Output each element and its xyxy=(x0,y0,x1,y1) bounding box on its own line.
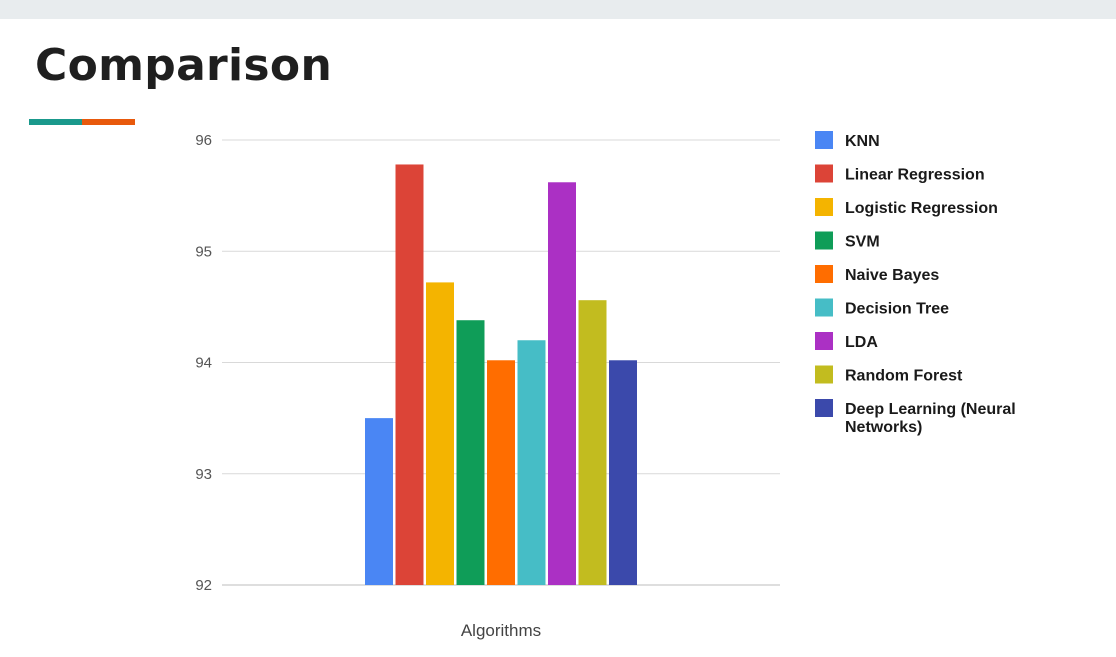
legend-label: Logistic Regression xyxy=(845,200,998,217)
title-accent-bar xyxy=(29,119,135,125)
legend-swatch xyxy=(815,231,833,250)
legend-label: KNN xyxy=(845,133,880,150)
bar-knn xyxy=(365,418,393,585)
y-tick-label: 94 xyxy=(195,355,212,372)
bar-decision-tree xyxy=(517,340,546,585)
accent-bar-orange xyxy=(82,119,135,125)
legend-swatch xyxy=(815,164,833,183)
top-strip xyxy=(0,0,1116,19)
bar-linear-regression xyxy=(395,164,424,585)
legend-swatch xyxy=(815,198,833,216)
legend-label: LDA xyxy=(845,334,878,351)
legend-label: Random Forest xyxy=(845,368,963,385)
legend-swatch xyxy=(815,265,833,283)
y-tick-label: 96 xyxy=(195,132,212,149)
legend-label: SVM xyxy=(845,234,880,251)
x-axis-title: Algorithms xyxy=(461,621,541,640)
legend: KNN Linear Regression Logistic Regression S… xyxy=(815,131,1016,436)
bars xyxy=(365,164,637,585)
bar-random-forest xyxy=(578,300,607,585)
legend-swatch xyxy=(815,399,833,417)
legend-label: Naive Bayes xyxy=(845,267,939,284)
legend-swatch xyxy=(815,332,833,350)
y-tick-label: 95 xyxy=(195,243,212,260)
bar-svm xyxy=(456,320,485,585)
legend-label: Decision Tree xyxy=(845,301,949,318)
legend-label: Deep Learning (Neural Networks) xyxy=(845,401,1016,436)
accent-bar-teal xyxy=(29,119,82,125)
legend-swatch xyxy=(815,131,833,149)
bar-naive-bayes xyxy=(487,360,515,585)
y-tick-label: 92 xyxy=(195,577,212,594)
slide-title: Comparison xyxy=(35,40,333,91)
bar-lda xyxy=(548,182,576,585)
bar-deep-learning-neural-networks xyxy=(609,360,637,585)
y-tick-label: 93 xyxy=(195,466,212,483)
bar-logistic-regression xyxy=(426,282,454,585)
y-axis-tick-labels: 92 93 94 95 96 xyxy=(195,132,212,594)
legend-swatch xyxy=(815,298,833,317)
legend-label: Linear Regression xyxy=(845,167,985,184)
legend-swatch xyxy=(815,365,833,384)
